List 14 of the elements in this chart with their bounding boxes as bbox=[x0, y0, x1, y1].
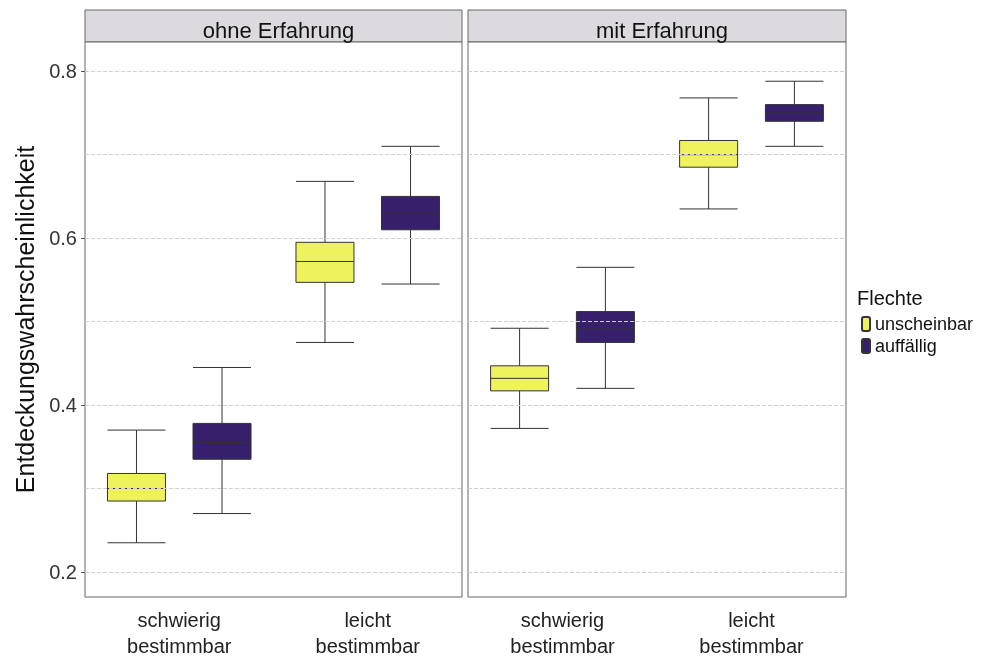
y-tick-label: 0.8 bbox=[49, 60, 77, 83]
y-tick-label: 0.6 bbox=[49, 227, 77, 250]
y-tick-label: 0.2 bbox=[49, 560, 77, 583]
x-tick-label: schwierig bestimmbar bbox=[510, 609, 616, 657]
legend-title: Flechte bbox=[857, 287, 923, 309]
legend-label: auffällig bbox=[875, 336, 937, 356]
y-tick-label: 0.4 bbox=[49, 394, 77, 417]
chart-title: ohne Erfahrung bbox=[202, 17, 355, 43]
y-axis-title: Entdeckungswahrscheinlichkeit bbox=[10, 145, 39, 494]
x-tick-label: schwierig bestimmbar bbox=[127, 609, 232, 657]
chart-title: mit Erfahrung bbox=[595, 17, 729, 43]
x-tick-label: leicht bestimmbar bbox=[315, 609, 421, 657]
x-tick-label: leicht bestimmbar bbox=[699, 609, 805, 657]
legend-label: unscheinbar bbox=[875, 314, 974, 334]
